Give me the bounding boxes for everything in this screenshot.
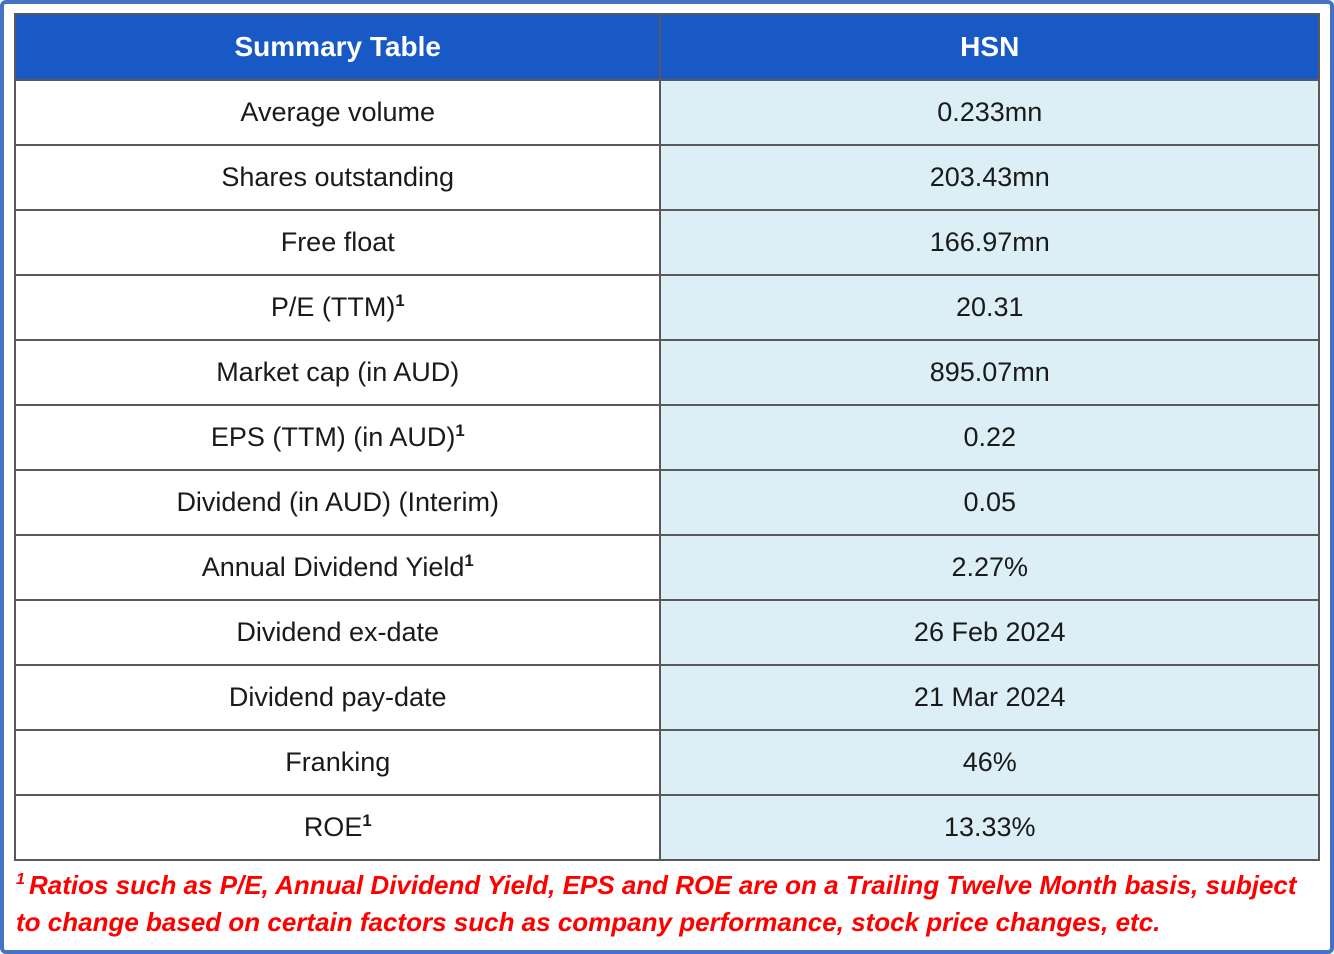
summary-table-header-cell: Summary Table [13, 13, 662, 81]
metric-label-cell: Shares outstanding [13, 144, 662, 211]
metric-label-cell: ROE1 [13, 794, 662, 861]
metric-label-cell: Free float [13, 209, 662, 276]
table-row: Average volume 0.233mn [13, 79, 1320, 146]
metric-label: Dividend pay-date [228, 682, 447, 712]
table-header-row: Summary Table HSN [13, 13, 1320, 81]
footnote-marker: 1 [395, 291, 405, 310]
metric-label: Free float [280, 227, 395, 257]
metric-label-cell: Dividend (in AUD) (Interim) [13, 469, 662, 536]
metric-label: ROE [303, 812, 363, 842]
table-body: Average volume 0.233mn Shares outstanding 2… [13, 79, 1320, 861]
metric-label-cell: Annual Dividend Yield1 [13, 534, 662, 601]
metric-label-cell: Dividend pay-date [13, 664, 662, 731]
metric-value-cell: 0.22 [659, 404, 1320, 471]
metric-label: Average volume [240, 97, 436, 127]
metric-label-cell: Average volume [13, 79, 662, 146]
table-row: Franking 46% [13, 729, 1320, 796]
metric-label-cell: Dividend ex-date [13, 599, 662, 666]
metric-label-cell: Market cap (in AUD) [13, 339, 662, 406]
metric-label: Market cap (in AUD) [216, 357, 460, 387]
footnote-superscript: 1 [16, 870, 25, 889]
metric-value-cell: 203.43mn [659, 144, 1320, 211]
table-row: ROE1 13.33% [13, 794, 1320, 861]
metric-label: Dividend (in AUD) (Interim) [176, 487, 500, 517]
metric-value-cell: 0.233mn [659, 79, 1320, 146]
footnote-text: Ratios such as P/E, Annual Dividend Yiel… [16, 870, 1297, 937]
table-row: EPS (TTM) (in AUD)1 0.22 [13, 404, 1320, 471]
metric-value-cell: 20.31 [659, 274, 1320, 341]
metric-value-cell: 2.27% [659, 534, 1320, 601]
metric-value-cell: 21 Mar 2024 [659, 664, 1320, 731]
metric-label: EPS (TTM) (in AUD) [210, 422, 456, 452]
table-row: Dividend (in AUD) (Interim) 0.05 [13, 469, 1320, 536]
metric-value-cell: 166.97mn [659, 209, 1320, 276]
metric-value-cell: 0.05 [659, 469, 1320, 536]
footnote-marker: 1 [464, 551, 474, 570]
table-row: Free float 166.97mn [13, 209, 1320, 276]
metric-value-cell: 895.07mn [659, 339, 1320, 406]
metric-label: Annual Dividend Yield [201, 552, 465, 582]
metric-value-cell: 26 Feb 2024 [659, 599, 1320, 666]
summary-table: Summary Table HSN Average volume 0.233mn S… [13, 13, 1320, 861]
metric-label: Shares outstanding [221, 162, 455, 192]
metric-value-cell: 46% [659, 729, 1320, 796]
table-row: Annual Dividend Yield1 2.27% [13, 534, 1320, 601]
table-row: Shares outstanding 203.43mn [13, 144, 1320, 211]
metric-label-cell: EPS (TTM) (in AUD)1 [13, 404, 662, 471]
metric-label-cell: Franking [13, 729, 662, 796]
metric-label: Franking [285, 747, 391, 777]
metric-label: P/E (TTM) [270, 292, 396, 322]
table-row: P/E (TTM)1 20.31 [13, 274, 1320, 341]
footnote: 1 Ratios such as P/E, Annual Dividend Yie… [16, 867, 1318, 941]
table-row: Market cap (in AUD) 895.07mn [13, 339, 1320, 406]
table-row: Dividend ex-date 26 Feb 2024 [13, 599, 1320, 666]
metric-value-cell: 13.33% [659, 794, 1320, 861]
footnote-marker: 1 [455, 421, 465, 440]
footnote-marker: 1 [362, 811, 372, 830]
metric-label-cell: P/E (TTM)1 [13, 274, 662, 341]
metric-label: Dividend ex-date [236, 617, 440, 647]
table-row: Dividend pay-date 21 Mar 2024 [13, 664, 1320, 731]
ticker-header-cell: HSN [659, 13, 1320, 81]
